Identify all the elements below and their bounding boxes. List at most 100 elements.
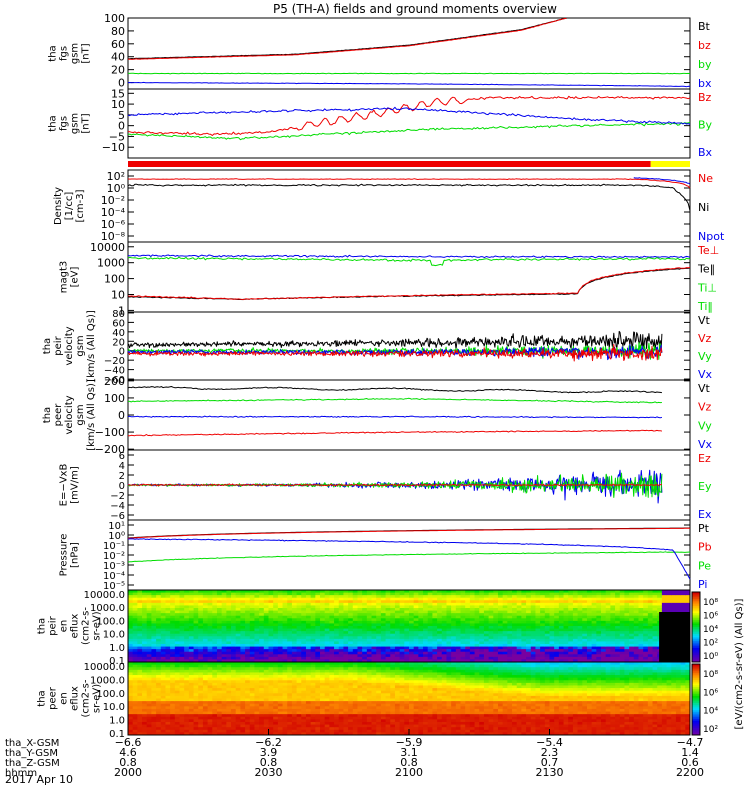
y-tick-label: 6: [119, 451, 125, 462]
legend-entry: Pe: [698, 559, 711, 572]
y-tick-label: −60: [104, 375, 125, 386]
colorbar-tick-label: 10⁰: [703, 652, 718, 662]
y-tick-label: 0: [118, 409, 125, 422]
x-row-value: 4.6: [119, 746, 137, 759]
series-te-par: [128, 267, 691, 301]
panel-ylabel: peer: [53, 403, 64, 427]
y-tick-label: 80: [112, 309, 125, 320]
y-tick-label: 10.0: [103, 702, 125, 713]
legend-entry: Vy: [698, 350, 712, 363]
y-tick-label: 0: [119, 481, 125, 492]
y-tick-label: 20: [111, 64, 125, 77]
legend-entry: Ni: [698, 201, 709, 214]
x-row-value: 0.8: [400, 756, 418, 769]
legend-entry: bx: [698, 77, 712, 90]
x-row-value: 2130: [536, 766, 564, 779]
colorbar-tick-label: 10⁶: [703, 688, 718, 698]
colorbar-ion: 10⁸ 10⁶ 10⁴ 10² 10⁰: [691, 591, 718, 663]
y-tick-label: 10⁰: [107, 182, 126, 195]
y-tick-label: 60: [112, 318, 125, 329]
legend-entry: Npot: [698, 230, 725, 243]
panel-ylabel: en: [59, 620, 70, 633]
series-bz-zoom: [127, 95, 691, 136]
panel-ylabel: tha: [48, 115, 59, 131]
panel-ylabel: magt3: [59, 261, 70, 294]
y-tick-label: 1000: [97, 257, 125, 270]
panel-ylabel: eflux: [70, 686, 81, 711]
series-vy-elec: [127, 397, 662, 404]
y-tick-label: 1000.0: [90, 675, 125, 686]
y-tick-label: −200: [95, 443, 125, 456]
x-row-value: −6.6: [115, 736, 142, 749]
series-pb: [127, 527, 690, 539]
x-row-value: 0.7: [541, 756, 559, 769]
y-tick-label: −2: [110, 491, 125, 502]
y-tick-label: 10⁰: [108, 531, 125, 542]
series-vt-elec: [127, 386, 662, 394]
x-row-value: 1.4: [681, 746, 699, 759]
y-tick-label: −5: [109, 130, 125, 143]
y-tick-label: 20: [112, 337, 125, 348]
y-tick-label: 40: [112, 328, 125, 339]
legend-entry: Vt: [698, 382, 711, 395]
y-tick-label: 10⁻⁶: [101, 218, 126, 231]
y-tick-label: 10: [111, 289, 125, 302]
legend-entry: Bx: [698, 146, 713, 159]
panel-ylabel: (cm2-s-: [81, 607, 92, 645]
colorbar-tick-label: 10²: [703, 725, 718, 735]
panel-ylabel: eflux: [70, 614, 81, 639]
flag-bar-red: [128, 161, 651, 167]
y-tick-label: 1: [118, 304, 125, 317]
panel-ylabel: peir: [48, 615, 59, 635]
panel-ylabel: tha: [37, 618, 48, 634]
y-tick-label: 100.0: [96, 689, 125, 700]
y-tick-label: 100: [104, 273, 125, 286]
flag-bar-yellow: [650, 161, 690, 167]
series-ni: [127, 183, 691, 211]
series-by: [127, 72, 691, 75]
y-tick-label: 100: [104, 392, 125, 405]
series-bt: [128, 18, 567, 60]
y-tick-label: 15: [111, 87, 125, 100]
series-pt: [127, 527, 690, 539]
y-tick-label: 4: [119, 461, 125, 472]
legend-entry: by: [698, 58, 712, 71]
series-by-zoom: [127, 121, 691, 141]
x-row-value: 0.8: [119, 756, 137, 769]
y-tick-label: 0.1: [109, 729, 125, 740]
y-tick-label: −100: [95, 426, 125, 439]
x-row-value: 3.9: [260, 746, 278, 759]
legend-entry: Pt: [698, 522, 710, 535]
x-row-value: 2100: [395, 766, 423, 779]
x-row-value: 0.8: [260, 756, 278, 769]
y-tick-label: 1.0: [109, 643, 125, 654]
colorbar-tick-label: 10⁸: [703, 598, 718, 608]
y-tick-label: 10⁻⁵: [103, 581, 125, 592]
y-tick-label: 0: [118, 120, 125, 133]
legend-entry: Vz: [698, 332, 712, 345]
panel-ylabel: [eV]: [70, 267, 81, 288]
colorbar-tick-label: 10⁴: [703, 625, 718, 635]
panel-ylabel: gsm: [75, 404, 86, 425]
series-pi: [127, 538, 691, 580]
chart-title: P5 (TH-A) fields and ground moments over…: [273, 2, 557, 16]
legend-entry: Pb: [698, 541, 712, 554]
panel-ylabel: [mV/m]: [70, 466, 81, 504]
y-tick-label: 100.0: [96, 616, 125, 627]
x-row-value: 2200: [676, 766, 704, 779]
y-tick-label: 2: [119, 471, 125, 482]
ion-spectrogram-gap: [659, 612, 690, 662]
panel-ylabel: [nT]: [81, 43, 92, 63]
y-tick-label: 1.0: [109, 716, 125, 727]
colorbar-tick-label: 10⁴: [703, 707, 718, 717]
colorbar-electron: 10⁸ 10⁶ 10⁴ 10²: [691, 663, 718, 736]
panel-ylabel: tha: [37, 690, 48, 706]
y-tick-label: 5: [118, 109, 125, 122]
series-ti-perp: [127, 254, 691, 259]
y-tick-label: 10⁻³: [103, 561, 125, 572]
y-tick-label: −4: [110, 501, 125, 512]
series-bz: [127, 18, 567, 60]
panel-ylabel: sr-eV): [92, 611, 103, 640]
series-vx-elec: [127, 415, 663, 419]
y-tick-label: 40: [111, 51, 125, 64]
